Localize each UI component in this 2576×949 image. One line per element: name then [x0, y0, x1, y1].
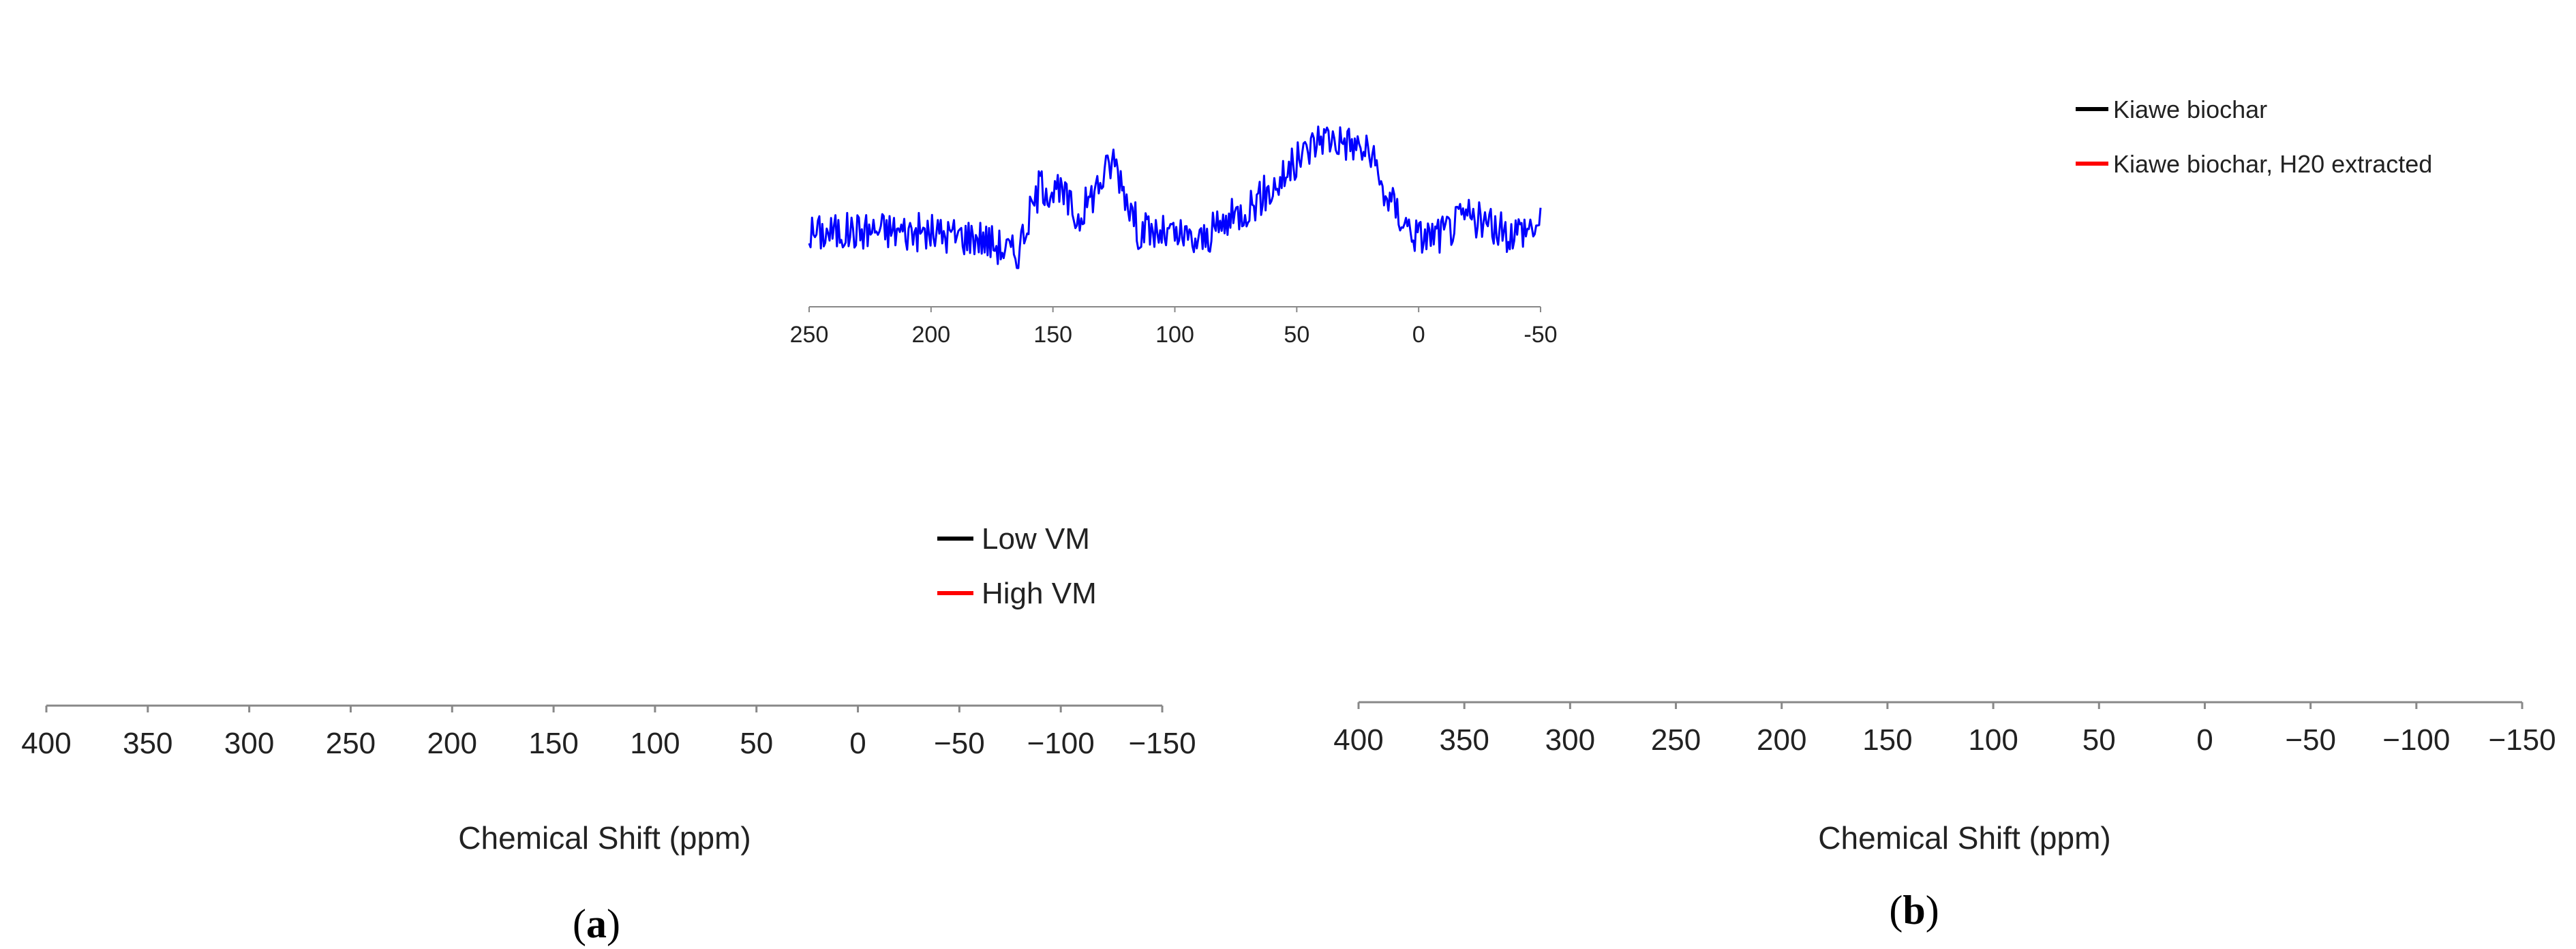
panel-b-tick-label: 150	[1862, 723, 1912, 757]
inset-tick-label: 100	[1155, 322, 1194, 348]
panel-a-tick-label: 200	[427, 727, 477, 760]
panel-a-tick-label: 400	[21, 727, 71, 760]
inset-series	[808, 125, 1542, 269]
panel-b-x-ticks: 400 350 300 250 200 150 100 50 0 −50 −100 −150	[1333, 702, 2556, 757]
panel-a-tick-label: 350	[123, 727, 172, 760]
inset-x-ticks: 250 200 150 100 50 0 -50	[790, 307, 1558, 348]
panel-b-label: (b)	[1889, 888, 1939, 933]
inset-tick-label: 200	[911, 322, 950, 348]
panel-a-tick-label: 300	[224, 727, 274, 760]
panel-a-tick-label: −100	[1027, 727, 1095, 760]
panel-a: 400 350 300 250 200 150 100 50 0 −50 −100 −150 Chem…	[21, 125, 1558, 946]
inset-tick-label: 250	[790, 322, 829, 348]
panel-b-tick-label: 100	[1968, 723, 2018, 757]
panel-b-tick-label: 350	[1439, 723, 1489, 757]
panel-a-tick-label: 50	[740, 727, 773, 760]
panel-b-tick-label: 200	[1757, 723, 1806, 757]
inset-tick-label: 150	[1033, 322, 1072, 348]
panel-a-x-ticks: 400 350 300 250 200 150 100 50 0 −50 −100 −150	[21, 706, 1196, 760]
inset-tick-label: 0	[1412, 322, 1425, 348]
panel-a-tick-label: 150	[528, 727, 578, 760]
panel-b-tick-label: 50	[2082, 723, 2116, 757]
panel-a-tick-label: 100	[630, 727, 680, 760]
legend-label-high-vm: High VM	[982, 577, 1097, 610]
panel-b-tick-label: 400	[1333, 723, 1383, 757]
inset-tick-label: 50	[1284, 322, 1309, 348]
panel-a-inset: 250 200 150 100 50 0 -50	[790, 125, 1558, 348]
panel-b-tick-label: 300	[1545, 723, 1595, 757]
inset-series-line	[808, 125, 1542, 269]
legend-label-kiawe-biochar: Kiawe biochar	[2113, 95, 2267, 123]
panel-a-tick-label: −150	[1128, 727, 1196, 760]
panel-b: 400 350 300 250 200 150 100 50 0 −50 −100 −150 Chem…	[1333, 95, 2556, 933]
legend-label-low-vm: Low VM	[982, 522, 1090, 556]
panel-b-tick-label: 250	[1651, 723, 1701, 757]
panel-a-legend: Low VM High VM	[937, 522, 1097, 610]
panel-a-label: (a)	[573, 901, 620, 946]
panel-a-tick-label: −50	[934, 727, 985, 760]
panel-b-tick-label: −100	[2382, 723, 2450, 757]
panel-b-tick-label: −50	[2285, 723, 2336, 757]
panel-a-tick-label: 250	[326, 727, 376, 760]
inset-tick-label: -50	[1524, 322, 1557, 348]
panel-a-x-axis-title: Chemical Shift (ppm)	[458, 820, 751, 856]
panel-b-tick-label: −150	[2488, 723, 2556, 757]
panel-b-legend: Kiawe biochar Kiawe biochar, H20 extract…	[2076, 95, 2432, 178]
panel-b-tick-label: 0	[2196, 723, 2213, 757]
panel-b-x-axis-title: Chemical Shift (ppm)	[1818, 820, 2110, 856]
panel-a-tick-label: 0	[849, 727, 866, 760]
legend-label-kiawe-biochar-h20: Kiawe biochar, H20 extracted	[2113, 150, 2432, 178]
